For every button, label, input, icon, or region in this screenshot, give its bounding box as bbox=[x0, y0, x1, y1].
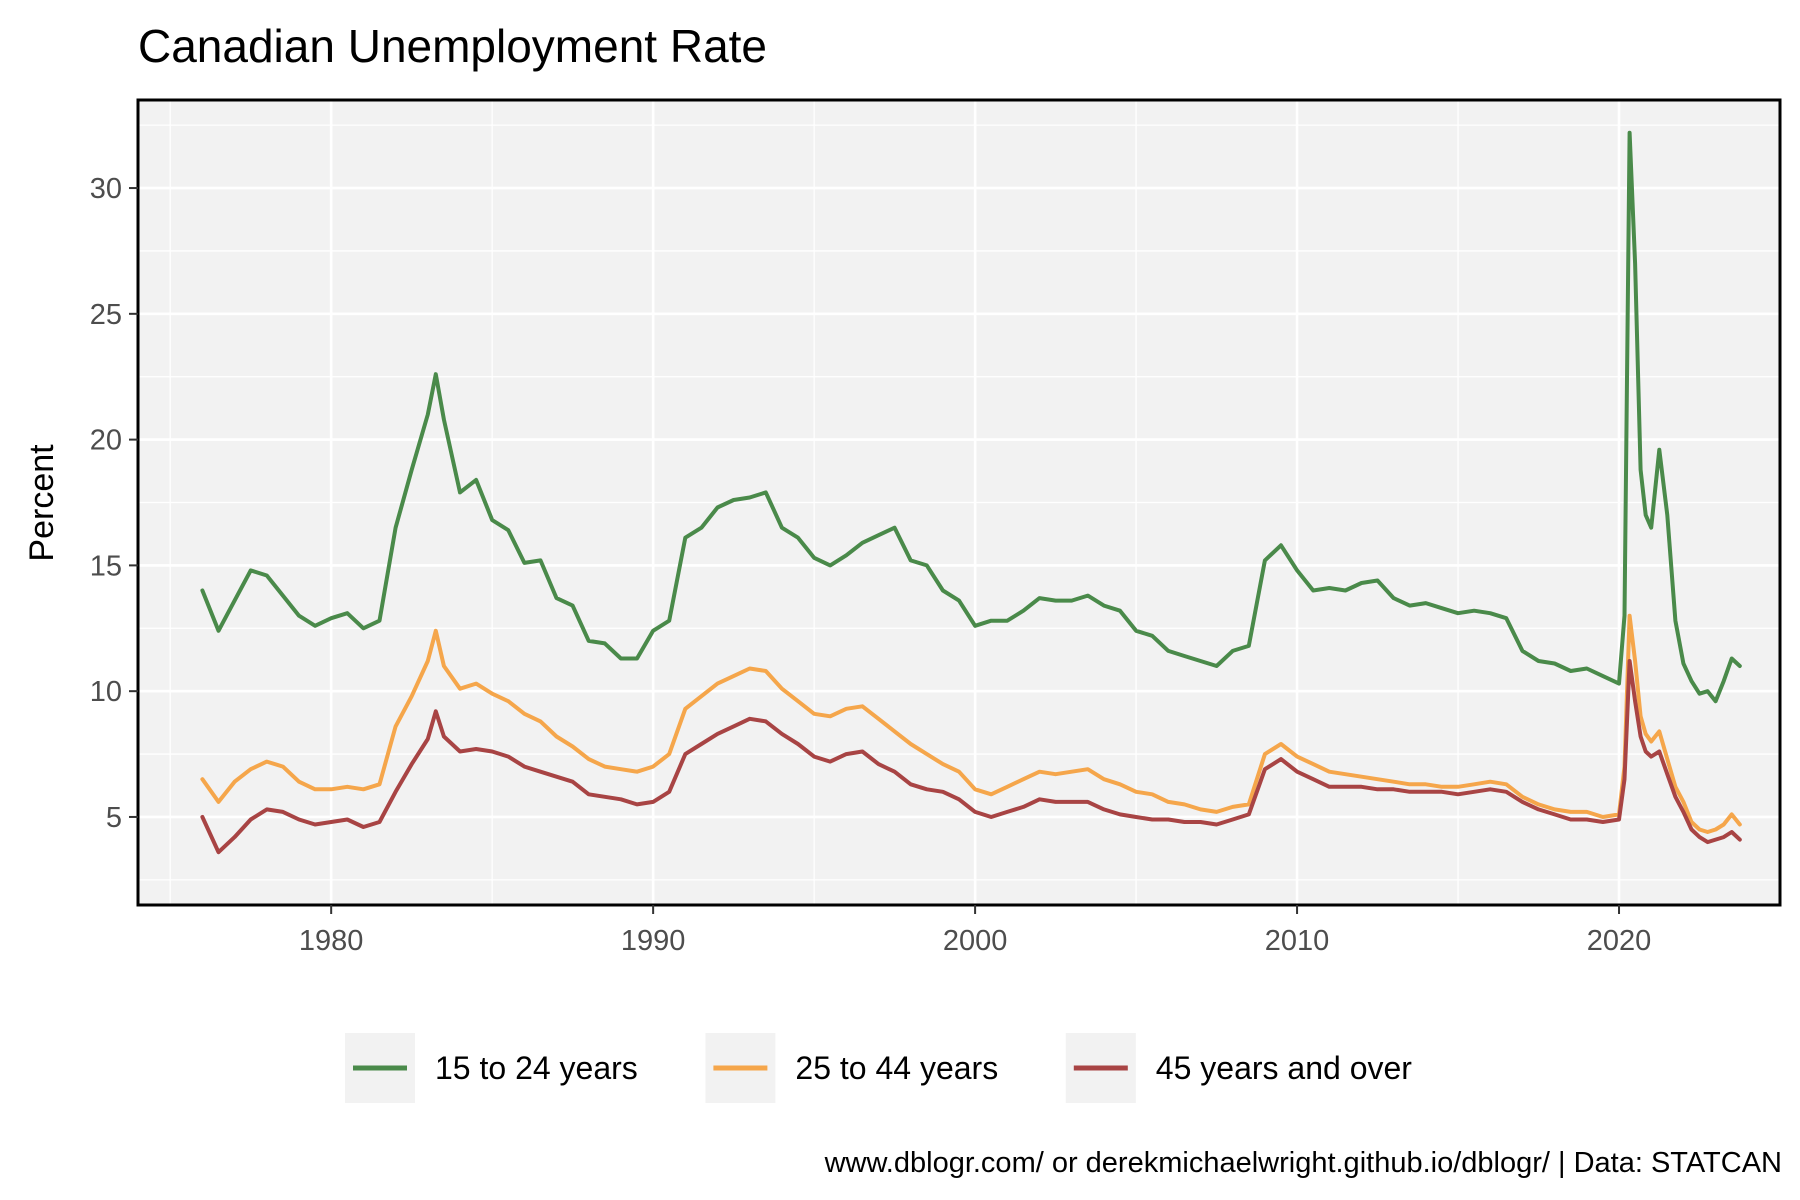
y-tick-label: 20 bbox=[90, 425, 122, 457]
legend-label: 25 to 44 years bbox=[795, 1050, 998, 1086]
x-axis: 1980 1990 2000 2010 2020 bbox=[299, 905, 1651, 957]
chart-caption: www.dblogr.com/ or derekmichaelwright.gi… bbox=[824, 1147, 1782, 1179]
series-line-1 bbox=[200, 130, 1742, 704]
y-tick-label: 5 bbox=[106, 802, 122, 834]
x-tick-label: 2010 bbox=[1265, 925, 1330, 957]
legend-label: 45 years and over bbox=[1156, 1050, 1413, 1086]
chart-title: Canadian Unemployment Rate bbox=[138, 20, 767, 72]
x-tick-label: 1980 bbox=[299, 925, 364, 957]
y-tick-label: 30 bbox=[90, 173, 122, 205]
legend: 15 to 24 years 25 to 44 years 45 years and… bbox=[345, 1033, 1412, 1103]
series-line-2 bbox=[200, 613, 1742, 834]
x-tick-label: 2020 bbox=[1587, 925, 1652, 957]
x-tick-label: 1990 bbox=[621, 925, 686, 957]
y-axis-label: Percent bbox=[23, 444, 61, 562]
y-tick-label: 15 bbox=[90, 550, 122, 582]
x-tick-label: 2000 bbox=[943, 925, 1008, 957]
series-lines bbox=[200, 130, 1742, 855]
plot-border bbox=[136, 98, 1782, 907]
y-tick-label: 10 bbox=[90, 676, 122, 708]
y-tick-label: 25 bbox=[90, 299, 122, 331]
series-line-3 bbox=[200, 659, 1742, 855]
legend-label: 15 to 24 years bbox=[435, 1050, 638, 1086]
y-axis: 5 10 15 20 25 30 bbox=[90, 173, 138, 834]
